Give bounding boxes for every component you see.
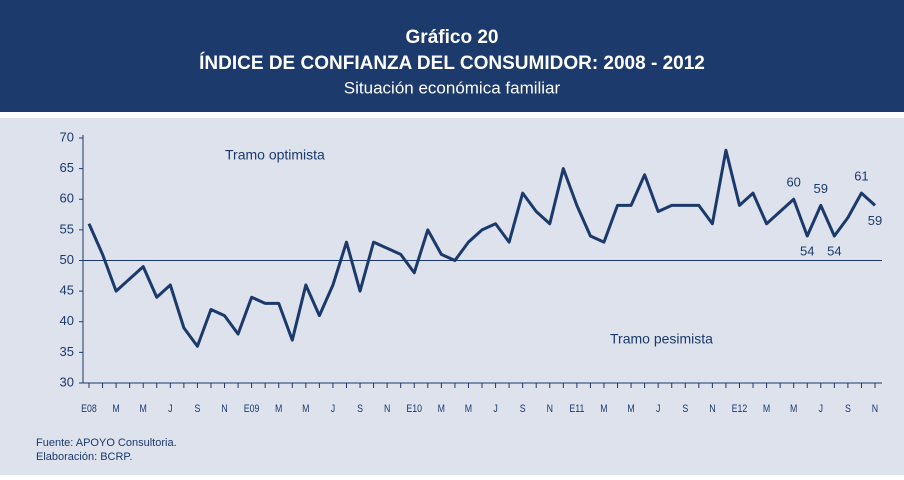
x-tick-label: M (302, 403, 309, 415)
y-tick-label: 40 (60, 313, 74, 328)
y-tick-label: 65 (60, 160, 74, 175)
x-tick-label: M (140, 403, 147, 415)
x-tick-label: M (627, 403, 634, 415)
data-line (87, 148, 877, 348)
x-tick-label: M (790, 403, 797, 415)
chart-subtitle: Situación económica familiar (344, 78, 561, 97)
x-tick-label: M (112, 403, 119, 415)
data-label: 60 (786, 175, 800, 190)
data-label: 61 (854, 169, 868, 184)
x-tick-label: S (520, 403, 526, 415)
y-tick-label: 45 (60, 283, 74, 298)
plot-background (0, 118, 904, 475)
y-tick-label: 70 (60, 129, 74, 144)
x-tick-label: M (438, 403, 445, 415)
data-label: 59 (868, 213, 882, 228)
y-tick-label: 60 (60, 191, 74, 206)
x-tick-label: M (275, 403, 282, 415)
annotation: Tramo pesimista (610, 331, 713, 347)
chart-title: ÍNDICE DE CONFIANZA DEL CONSUMIDOR: 2008… (199, 52, 705, 74)
x-tick-label: S (194, 403, 200, 415)
data-label: 54 (827, 243, 841, 258)
x-tick-label: S (357, 403, 363, 415)
x-tick-label: M (465, 403, 472, 415)
x-tick-label: E11 (569, 403, 584, 415)
x-tick-label: M (600, 403, 607, 415)
x-tick-label: E09 (244, 403, 260, 415)
x-tick-label: J (656, 403, 660, 415)
chart-title: Gráfico 20 (406, 27, 499, 48)
x-tick-label: S (682, 403, 688, 415)
x-tick-label: E10 (406, 403, 422, 415)
x-tick-label: N (547, 403, 553, 415)
data-label: 59 (814, 181, 828, 196)
x-tick-label: J (168, 403, 172, 415)
x-tick-label: N (872, 403, 878, 415)
x-tick-label: S (845, 403, 851, 415)
header-band (0, 0, 904, 112)
data-label: 54 (800, 243, 814, 258)
x-tick-label: E12 (732, 403, 748, 415)
x-tick-label: J (819, 403, 823, 415)
source-note: Fuente: APOYO Consultoria. (36, 437, 177, 449)
y-tick-label: 30 (60, 374, 74, 389)
x-tick-label: N (221, 403, 227, 415)
annotation: Tramo optimista (225, 147, 325, 163)
x-tick-label: J (493, 403, 497, 415)
x-tick-label: J (331, 403, 335, 415)
x-tick-label: M (763, 403, 770, 415)
y-tick-label: 55 (60, 221, 74, 236)
x-tick-label: E08 (81, 403, 97, 415)
x-tick-label: N (709, 403, 715, 415)
source-note: Elaboración: BCRP. (36, 451, 132, 463)
x-tick-label: N (384, 403, 390, 415)
y-tick-label: 35 (60, 344, 74, 359)
y-tick-label: 50 (60, 252, 74, 267)
